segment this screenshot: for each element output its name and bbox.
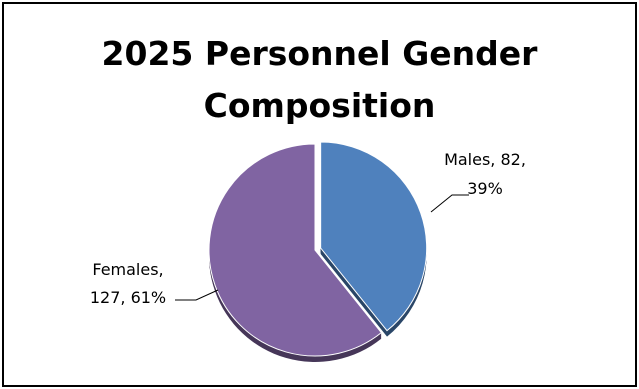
chart-title: 2025 Personnel Gender Composition	[0, 28, 639, 132]
data-label-females: Females, 127, 61%	[90, 260, 166, 307]
leader-line-females	[175, 289, 219, 301]
data-label-line: 39%	[467, 179, 503, 198]
chart-title-line-2: Composition	[203, 86, 436, 125]
chart-title-line-1: 2025 Personnel Gender	[101, 34, 538, 73]
data-label-line: 127, 61%	[90, 288, 166, 307]
pie-slice-females	[208, 143, 383, 357]
data-label-line: Males, 82,	[444, 150, 526, 169]
data-label-line: Females,	[92, 260, 163, 279]
data-label-males: Males, 82, 39%	[444, 150, 526, 198]
leader-line-males	[430, 194, 469, 213]
pie-slice-males	[320, 141, 428, 332]
